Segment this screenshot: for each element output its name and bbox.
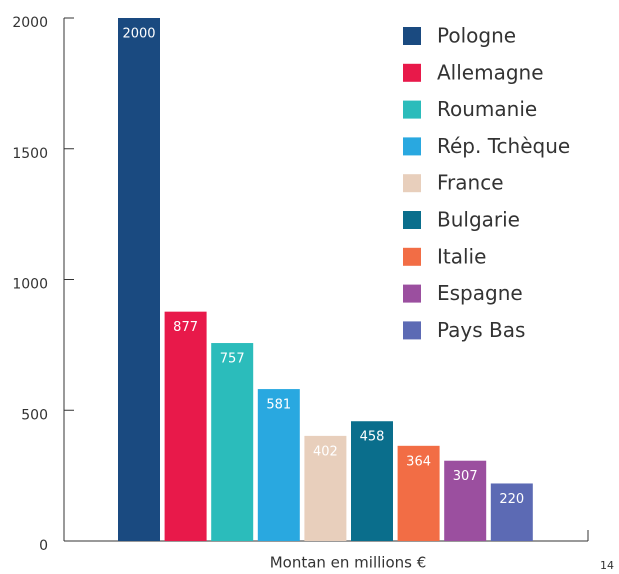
value-label: 402 bbox=[313, 444, 338, 459]
legend-label: Pays Bas bbox=[437, 318, 525, 342]
legend-swatch bbox=[403, 137, 421, 156]
page-number: 14 bbox=[600, 559, 614, 572]
legend-label: Rép. Tchèque bbox=[437, 134, 570, 158]
bar bbox=[444, 460, 487, 541]
legend-swatch bbox=[403, 321, 421, 340]
value-label: 220 bbox=[499, 492, 524, 507]
legend-swatch bbox=[403, 284, 421, 303]
legend-swatch bbox=[403, 100, 421, 119]
x-axis-label: Montan en millions € bbox=[270, 554, 427, 572]
y-tick-label: 0 bbox=[39, 538, 48, 554]
legend-swatch bbox=[403, 63, 421, 82]
value-label: 364 bbox=[406, 454, 431, 469]
legend-label: Allemagne bbox=[437, 60, 544, 84]
bar bbox=[257, 389, 300, 541]
bar bbox=[304, 435, 347, 541]
bar bbox=[351, 421, 393, 541]
y-tick-label: 1500 bbox=[12, 146, 48, 162]
y-tick-label: 2000 bbox=[12, 15, 48, 31]
legend-swatch bbox=[403, 27, 421, 45]
bar bbox=[118, 18, 160, 541]
bar bbox=[164, 311, 207, 541]
value-label: 581 bbox=[266, 398, 291, 413]
legend-label: Bulgarie bbox=[437, 208, 520, 232]
bar bbox=[490, 483, 533, 541]
value-label: 2000 bbox=[122, 27, 155, 42]
y-tick-label: 1000 bbox=[12, 277, 48, 293]
value-label: 307 bbox=[453, 469, 478, 484]
legend-swatch bbox=[403, 247, 421, 266]
legend-label: Pologne bbox=[437, 24, 516, 48]
legend-label: Italie bbox=[437, 244, 486, 268]
value-label: 757 bbox=[220, 352, 245, 367]
legend-label: France bbox=[437, 171, 504, 195]
legend-label: Roumanie bbox=[437, 97, 537, 121]
bar bbox=[211, 343, 254, 541]
y-tick-label: 500 bbox=[21, 407, 48, 423]
legend-swatch bbox=[403, 174, 421, 193]
legend-label: Espagne bbox=[437, 281, 523, 305]
value-label: 877 bbox=[173, 320, 198, 335]
legend-swatch bbox=[403, 211, 421, 229]
value-label: 458 bbox=[360, 430, 385, 445]
bar bbox=[397, 445, 440, 541]
